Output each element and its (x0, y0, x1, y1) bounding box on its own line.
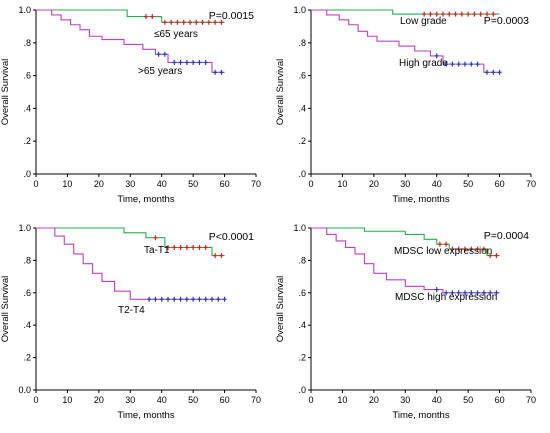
series-line-2 (36, 9, 225, 73)
series-label-1: ≤65 years (154, 29, 198, 40)
series-line-2 (311, 9, 500, 73)
y-tick-label: .0 (298, 169, 306, 179)
x-tick-label: 30 (400, 395, 410, 405)
x-tick-label: 50 (188, 179, 198, 189)
p-value: P=0.0003 (484, 15, 529, 27)
y-tick-label: 0.0 (18, 385, 31, 395)
x-tick-label: 40 (432, 395, 442, 405)
p-value: P=0.0004 (484, 230, 529, 242)
x-tick-label: 70 (526, 179, 536, 189)
y-tick-label: 1.0 (293, 5, 306, 15)
series-label-2: High grade (399, 58, 448, 69)
series-label-1: MDSC low expression (394, 246, 492, 257)
x-tick-label: 70 (251, 395, 261, 405)
y-axis-label: Overall Survival (275, 59, 286, 126)
x-tick-label: 10 (337, 395, 347, 405)
series-line-1 (311, 9, 500, 15)
x-tick-label: 60 (220, 395, 230, 405)
x-tick-label: 30 (125, 395, 135, 405)
y-tick-label: .8 (298, 38, 306, 48)
y-tick-label: 1.0 (18, 5, 31, 15)
y-tick-label: .4 (23, 103, 31, 113)
y-tick-label: .0 (298, 385, 306, 395)
x-tick-label: 30 (400, 179, 410, 189)
x-tick-label: 40 (157, 179, 167, 189)
series-label-2: MDSC high expression (395, 292, 497, 303)
p-value: P<0.0001 (209, 231, 254, 243)
y-tick-label: .6 (23, 288, 31, 298)
y-tick-label: 1.0 (293, 223, 306, 233)
y-tick-label: .4 (298, 103, 306, 113)
series-label-2: >65 years (138, 66, 182, 77)
x-tick-label: 60 (220, 179, 230, 189)
series-label-1: Low grade (400, 16, 447, 27)
x-tick-label: 60 (495, 395, 505, 405)
x-tick-label: 20 (94, 179, 104, 189)
y-tick-label: .6 (23, 71, 31, 81)
x-tick-label: 40 (432, 179, 442, 189)
x-tick-label: 0 (308, 179, 313, 189)
x-tick-label: 50 (463, 179, 473, 189)
series-line-2 (311, 227, 500, 294)
y-tick-label: 1.0 (18, 223, 31, 233)
y-tick-label: .8 (23, 38, 31, 48)
series-label-1: Ta-T1 (144, 245, 170, 256)
chart-panel-1: 0 10 20 30 40 50 60 70 .0 .2 .4 .6 .8 1.0 Time, months… (0, 5, 261, 205)
y-tick-label: .2 (298, 353, 306, 363)
y-tick-label: .2 (23, 353, 31, 363)
y-axis-label: Overall Survival (0, 276, 11, 343)
x-tick-label: 0 (308, 395, 313, 405)
x-tick-label: 20 (369, 395, 379, 405)
x-tick-label: 0 (33, 179, 38, 189)
y-tick-label: .6 (298, 288, 306, 298)
x-tick-label: 20 (94, 395, 104, 405)
y-tick-label: .4 (298, 320, 306, 330)
chart-panel-4: 0 10 20 30 40 50 60 70 .0 .2 .4 .6 .8 1.0 Time, months… (275, 223, 536, 421)
series-label-2: T2-T4 (118, 305, 145, 316)
x-tick-label: 30 (125, 179, 135, 189)
x-axis-label: Time, months (117, 410, 174, 421)
x-tick-label: 0 (33, 395, 38, 405)
x-tick-label: 50 (188, 395, 198, 405)
series-line-1 (311, 227, 500, 257)
y-tick-label: .8 (23, 255, 31, 265)
x-tick-label: 10 (62, 179, 72, 189)
x-axis-label: Time, months (117, 194, 174, 205)
y-tick-label: .4 (23, 320, 31, 330)
y-tick-label: .0 (23, 169, 31, 179)
chart-panel-3: 0 10 20 30 40 50 60 70 0.0 .2 .4 .6 .8 1.0 Time, month… (0, 223, 261, 421)
y-tick-label: .8 (298, 255, 306, 265)
y-axis-label: Overall Survival (0, 59, 11, 126)
x-tick-label: 60 (495, 179, 505, 189)
y-tick-label: .2 (23, 136, 31, 146)
x-axis-label: Time, months (392, 410, 449, 421)
x-tick-label: 10 (337, 179, 347, 189)
x-tick-label: 50 (463, 395, 473, 405)
x-tick-label: 10 (62, 395, 72, 405)
y-tick-label: .6 (298, 71, 306, 81)
x-tick-label: 70 (251, 179, 261, 189)
x-tick-label: 20 (369, 179, 379, 189)
x-tick-label: 70 (526, 395, 536, 405)
x-tick-label: 40 (157, 395, 167, 405)
y-axis-label: Overall Survival (275, 276, 286, 343)
p-value: P=0.0015 (209, 10, 254, 22)
x-axis-label: Time, months (392, 194, 449, 205)
y-tick-label: .2 (298, 136, 306, 146)
series-line-2 (36, 227, 225, 300)
chart-panel-2: 0 10 20 30 40 50 60 70 .0 .2 .4 .6 .8 1.0 Time, months… (275, 5, 536, 205)
